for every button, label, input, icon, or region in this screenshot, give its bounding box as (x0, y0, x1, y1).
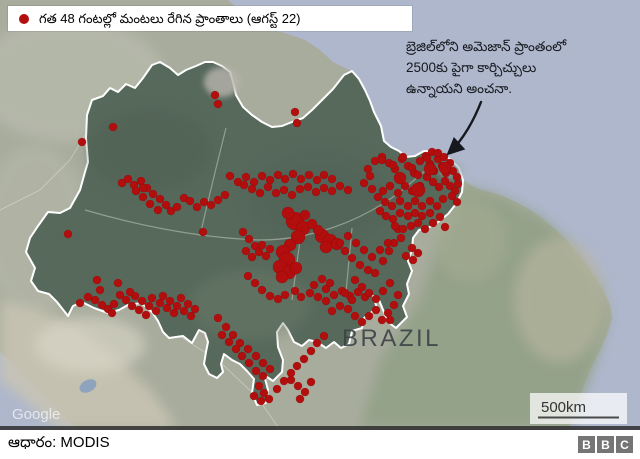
bbc-logo-letter: B (578, 436, 595, 453)
legend-label: గత 48 గంటల్లో మంటలు రేగిన ప్రాంతాలు (ఆగస… (39, 11, 301, 26)
lake-titicaca (79, 379, 97, 393)
google-attribution: Google (12, 406, 60, 423)
bbc-logo-letter: B (597, 436, 614, 453)
map-canvas: BRAZIL Google 500km (0, 0, 640, 430)
scale-label: 500km (541, 399, 586, 416)
bbc-logo: B B C (578, 436, 633, 453)
footer-bar: ఆధారం: MODIS B B C (0, 430, 640, 459)
fire-dot-icon (19, 13, 29, 24)
fire-dots-layer (63, 90, 463, 406)
legend: గత 48 గంటల్లో మంటలు రేగిన ప్రాంతాలు (ఆగస… (8, 6, 412, 31)
satellite-map: BRAZIL Google 500km (0, 0, 640, 430)
country-borders (0, 129, 281, 430)
source-text: ఆధారం: MODIS (8, 434, 110, 451)
country-label: BRAZIL (342, 325, 441, 352)
region-texture (88, 67, 466, 340)
map-bottom-edge (0, 426, 640, 430)
terrain-shading (0, 18, 608, 430)
annotation-text: బ్రెజిల్‌లోని అమెజాన్ ప్రాంతంలో 2500కు ప… (406, 39, 567, 96)
bbc-logo-letter: C (616, 436, 633, 453)
scale-bar: 500km (530, 393, 627, 424)
annotation-arrow (446, 100, 483, 156)
